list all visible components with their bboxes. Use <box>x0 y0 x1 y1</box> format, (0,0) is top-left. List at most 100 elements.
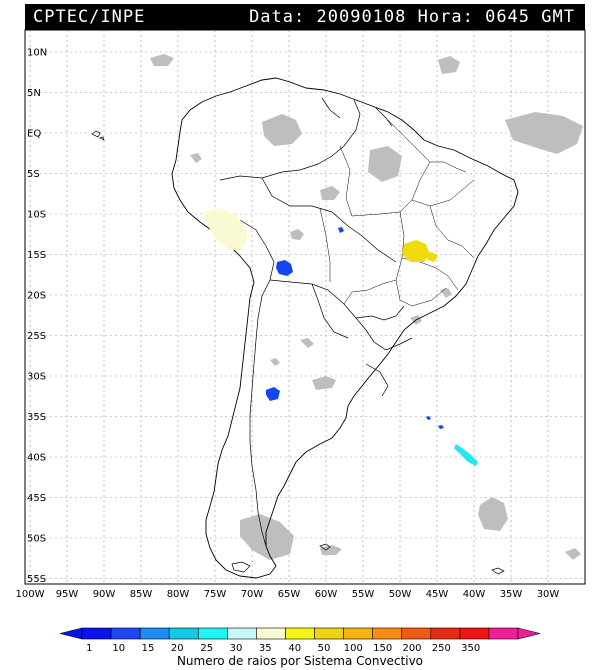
colorbar-tick: 50 <box>318 643 331 654</box>
colorbar-tick: 40 <box>288 643 301 654</box>
grid-lines <box>25 30 585 584</box>
map-frame <box>24 29 586 585</box>
cloud-area <box>270 358 280 366</box>
state-border <box>387 119 431 163</box>
colorbar-segment <box>81 627 112 640</box>
state-border <box>343 279 397 305</box>
colorbar-tick: 15 <box>142 643 155 654</box>
lon-label: 50W <box>389 589 412 600</box>
colorbar-tick: 10 <box>112 643 125 654</box>
state-border <box>339 145 431 217</box>
date-value: 20090108 <box>316 7 407 27</box>
colorbar-segment <box>459 627 490 640</box>
country-border <box>219 99 361 181</box>
colorbar-tick: 20 <box>171 643 184 654</box>
colorbar-segment <box>227 627 257 640</box>
galapagos-islands <box>91 130 105 141</box>
country-border <box>321 97 341 119</box>
lat-label: 15S <box>27 250 46 261</box>
island <box>491 567 505 575</box>
colorbar-segment <box>343 627 373 640</box>
state-border <box>430 161 467 173</box>
lon-label: 40W <box>463 589 486 600</box>
cloud-area <box>320 545 342 555</box>
lat-label: 35S <box>27 412 46 423</box>
cell-blue-small <box>338 227 344 233</box>
state-border <box>319 207 331 282</box>
cloud-area <box>565 548 581 560</box>
colorbar-title: Numero de raios por Sistema Convectivo <box>176 654 424 668</box>
time-value: 0645 <box>485 7 531 27</box>
cell-blue-ocean <box>426 416 444 429</box>
lat-label: 5N <box>27 88 41 99</box>
timezone: GMT <box>541 7 575 27</box>
lon-label: 45W <box>426 589 449 600</box>
lon-label: 65W <box>278 589 301 600</box>
cell-blue <box>276 260 293 276</box>
lon-label: 35W <box>500 589 523 600</box>
colorbar-segment <box>139 627 170 640</box>
colorbar-segment <box>401 627 432 640</box>
state-border <box>395 211 447 307</box>
colorbar-end-right <box>517 627 541 640</box>
lat-label: 10S <box>27 210 46 221</box>
lat-label: 55S <box>27 574 46 585</box>
colorbar-tick: 150 <box>373 643 392 654</box>
cell-yellow-small <box>426 252 438 262</box>
colorbar-tick: 25 <box>200 643 213 654</box>
lon-label: 55W <box>352 589 375 600</box>
lon-label: 95W <box>56 589 79 600</box>
lon-label: 100W <box>16 589 45 600</box>
colorbar: 1 10 15 20 25 30 35 40 50 100 150 200 250 350 <box>59 627 541 654</box>
country-border <box>239 219 275 297</box>
cloud-area <box>505 112 583 154</box>
lon-label: 85W <box>130 589 153 600</box>
country-border <box>365 363 389 397</box>
date-label: Data: <box>249 7 306 27</box>
lat-label: 45S <box>27 493 46 504</box>
cloud-area <box>300 338 314 348</box>
cloud-areas <box>150 54 583 560</box>
colorbar-end-left <box>59 627 83 640</box>
cloud-area <box>320 186 340 200</box>
lat-label: 25S <box>27 331 46 342</box>
country-border <box>375 107 393 127</box>
colorbar-segment <box>110 627 141 640</box>
longitude-labels: 100W 95W 90W 85W 80W 75W 70W 65W 60W 55W 50W 45W 40W… <box>16 589 560 600</box>
state-border <box>411 179 475 207</box>
lon-label: 60W <box>315 589 338 600</box>
lon-label: 70W <box>241 589 264 600</box>
colorbar-segment <box>168 627 199 640</box>
latitude-labels: 10N 5N EQ 5S 10S 15S 20S 25S 30S 35S 40S 45S 50S 55S <box>27 48 47 586</box>
country-border <box>355 305 405 321</box>
falkland-islands <box>319 543 331 551</box>
cell-pale-yellow <box>202 208 248 250</box>
cloud-area <box>312 376 336 390</box>
colorbar-tick: 30 <box>230 643 243 654</box>
lat-label: 50S <box>27 534 46 545</box>
time-label: Hora: <box>417 7 474 27</box>
cloud-area <box>438 56 460 74</box>
tierra-del-fuego <box>231 561 251 573</box>
lightning-cells <box>202 208 478 466</box>
colorbar-tick: 200 <box>402 643 421 654</box>
cloud-area <box>190 153 202 163</box>
lat-label: EQ <box>27 129 41 140</box>
colorbar-segment <box>430 627 461 640</box>
header-source: CPTEC/INPE <box>33 7 146 27</box>
cloud-area <box>240 514 294 560</box>
colorbar-tick: 350 <box>461 643 480 654</box>
colorbar-segment <box>256 627 286 640</box>
cloud-area <box>478 497 508 531</box>
cell-blue-south <box>266 387 280 401</box>
country-borders <box>219 97 413 547</box>
cloud-area <box>262 114 302 146</box>
map-header: CPTEC/INPE Data: 20090108 Hora: 0645 GMT <box>25 4 585 30</box>
lon-label: 75W <box>204 589 227 600</box>
country-border <box>249 295 267 547</box>
colorbar-tick: 250 <box>432 643 451 654</box>
colorbar-tick: 100 <box>344 643 363 654</box>
colorbar-segment <box>372 627 403 640</box>
lon-label: 30W <box>537 589 560 600</box>
